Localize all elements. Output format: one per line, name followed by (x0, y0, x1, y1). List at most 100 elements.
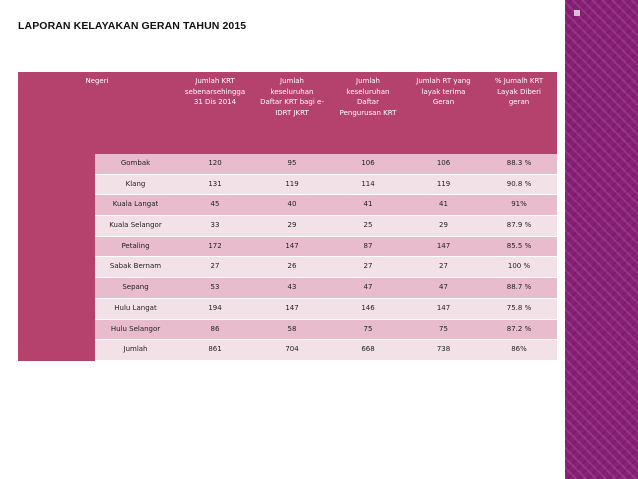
value-cell: 75 (439, 324, 448, 333)
table-row: Sabak Bernam 27 26 27 27 100 % (95, 257, 557, 279)
value-cell: 87 (363, 241, 373, 250)
table-row: Hulu Langat 194 147 146 147 75.8 % (95, 298, 557, 320)
value-cell: 147 (436, 303, 451, 312)
value-cell: 119 (285, 179, 299, 188)
table-row: Hulu Selangor 86 58 75 75 87.2 % (95, 319, 557, 341)
table-row: Klang 131 119 114 119 90.8 % (95, 174, 557, 196)
header-line: 31 Dis 2014 (193, 98, 237, 106)
value-cell: 41 (363, 200, 373, 209)
value-cell: 27 (439, 262, 448, 271)
value-cell: 90.8 % (506, 179, 532, 188)
value-cell: 27 (210, 262, 220, 271)
header-line: Daftar KRT bagi e- (260, 98, 324, 106)
value-cell: 29 (287, 221, 297, 230)
value-cell: 738 (436, 345, 451, 354)
value-cell: 668 (361, 345, 375, 354)
value-cell: 106 (436, 159, 451, 167)
header-daftar-ejkrt: Jumlah keseluruhan Daftar KRT bagi e- ID… (254, 72, 330, 154)
value-cell: 40 (287, 200, 297, 209)
value-cell: 120 (208, 159, 222, 167)
header-negeri: Negeri (18, 72, 176, 154)
value-cell: 91% (511, 200, 527, 209)
table-row: Sepang 53 43 47 47 88.7 % (95, 278, 557, 299)
value-cell: 147 (285, 241, 299, 250)
negeri-merged-cell (18, 154, 95, 361)
value-cell: 53 (210, 283, 220, 292)
header-line: keseluruhan (346, 87, 390, 96)
value-cell: 87.2 % (506, 324, 532, 333)
page-title: LAPORAN KELAYAKAN GERAN TAHUN 2015 (18, 20, 247, 32)
square-bullet-icon (574, 10, 580, 16)
header-line: IDRT JKRT (275, 108, 309, 117)
value-cell: 27 (363, 262, 373, 271)
value-cell: 43 (287, 283, 297, 292)
value-cell: 47 (439, 283, 448, 292)
header-line: Daftar (357, 98, 379, 106)
header-rt-layak: Jumlah RT yang layak terima Geran (406, 72, 481, 154)
district-cell: Kuala Selangor (109, 221, 162, 230)
header-line: Layak Diberi (497, 87, 541, 96)
value-cell: 87.9 % (506, 221, 532, 230)
district-cell: Hulu Langat (114, 303, 157, 312)
value-cell: 100 % (507, 262, 531, 271)
value-cell: 26 (287, 262, 297, 271)
value-cell: 29 (439, 221, 448, 230)
header-jumlah-krt: Jumlah KRT sebenarsehingga 31 Dis 2014 (176, 72, 254, 154)
value-cell: 33 (210, 221, 220, 230)
header-line: Jumlah (280, 77, 304, 85)
value-cell: 106 (361, 159, 375, 167)
district-cell: Klang (125, 179, 146, 188)
value-cell: 86% (511, 345, 527, 354)
header-daftar-pengurusan: Jumlah keseluruhan Daftar Pengurusan KRT (330, 72, 406, 154)
district-cell: Sepang (122, 283, 149, 292)
district-cell: Jumlah (123, 345, 148, 354)
value-cell: 88.3 % (506, 159, 532, 167)
table-row: Jumlah 861 704 668 738 86% (95, 340, 557, 361)
value-cell: 45 (210, 200, 220, 209)
value-cell: 172 (208, 241, 222, 250)
header-line: Jumlah (356, 77, 380, 85)
value-cell: 47 (363, 283, 373, 292)
header-line: layak terima (421, 87, 466, 96)
value-cell: 861 (208, 345, 222, 354)
header-line: Geran (432, 98, 455, 106)
value-cell: 41 (439, 200, 448, 209)
value-cell: 85.5 % (506, 241, 532, 250)
table-header-row: Negeri Jumlah KRT sebenarsehingga 31 Dis… (18, 72, 557, 154)
value-cell: 86 (210, 324, 220, 333)
value-cell: 146 (361, 303, 375, 312)
table-rows: Gombak 120 95 106 106 88.3 % Klang 131 119 114 119… (95, 154, 557, 361)
value-cell: 95 (287, 159, 297, 167)
value-cell: 131 (208, 179, 222, 188)
value-cell: 194 (208, 303, 222, 312)
value-cell: 88.7 % (506, 283, 532, 292)
table-body: Gombak 120 95 106 106 88.3 % Klang 131 119 114 119… (18, 154, 557, 361)
district-cell: Hulu Selangor (110, 324, 161, 333)
table-row: Kuala Selangor 33 29 25 29 87.9 % (95, 216, 557, 237)
value-cell: 25 (363, 221, 373, 230)
header-line: Pengurusan KRT (339, 108, 397, 117)
district-cell: Sabak Bernam (109, 262, 162, 271)
district-cell: Petaling (121, 241, 150, 250)
value-cell: 147 (436, 241, 451, 250)
decorative-side-band (565, 0, 638, 479)
header-negeri-line: Negeri (85, 77, 109, 85)
value-cell: 75.8 % (506, 303, 532, 312)
grant-eligibility-table: Negeri Jumlah KRT sebenarsehingga 31 Dis… (18, 72, 557, 361)
value-cell: 58 (287, 324, 297, 333)
header-line: sebenarsehingga (184, 87, 246, 96)
header-line: Jumlah RT yang (416, 77, 471, 85)
district-cell: Kuala Langat (112, 200, 159, 209)
value-cell: 704 (285, 345, 299, 354)
header-line: geran (508, 98, 530, 106)
header-line: Jumlah KRT (195, 77, 235, 85)
value-cell: 147 (285, 303, 299, 312)
header-line: keseluruhan (270, 87, 314, 96)
header-percent-layak: % Jumalh KRT Layak Diberi geran (481, 72, 557, 154)
value-cell: 114 (361, 179, 375, 188)
table-row: Gombak 120 95 106 106 88.3 % (95, 154, 557, 175)
table-row: Petaling 172 147 87 147 85.5 % (95, 236, 557, 258)
value-cell: 75 (363, 324, 373, 333)
value-cell: 119 (436, 179, 451, 188)
district-cell: Gombak (120, 159, 151, 167)
